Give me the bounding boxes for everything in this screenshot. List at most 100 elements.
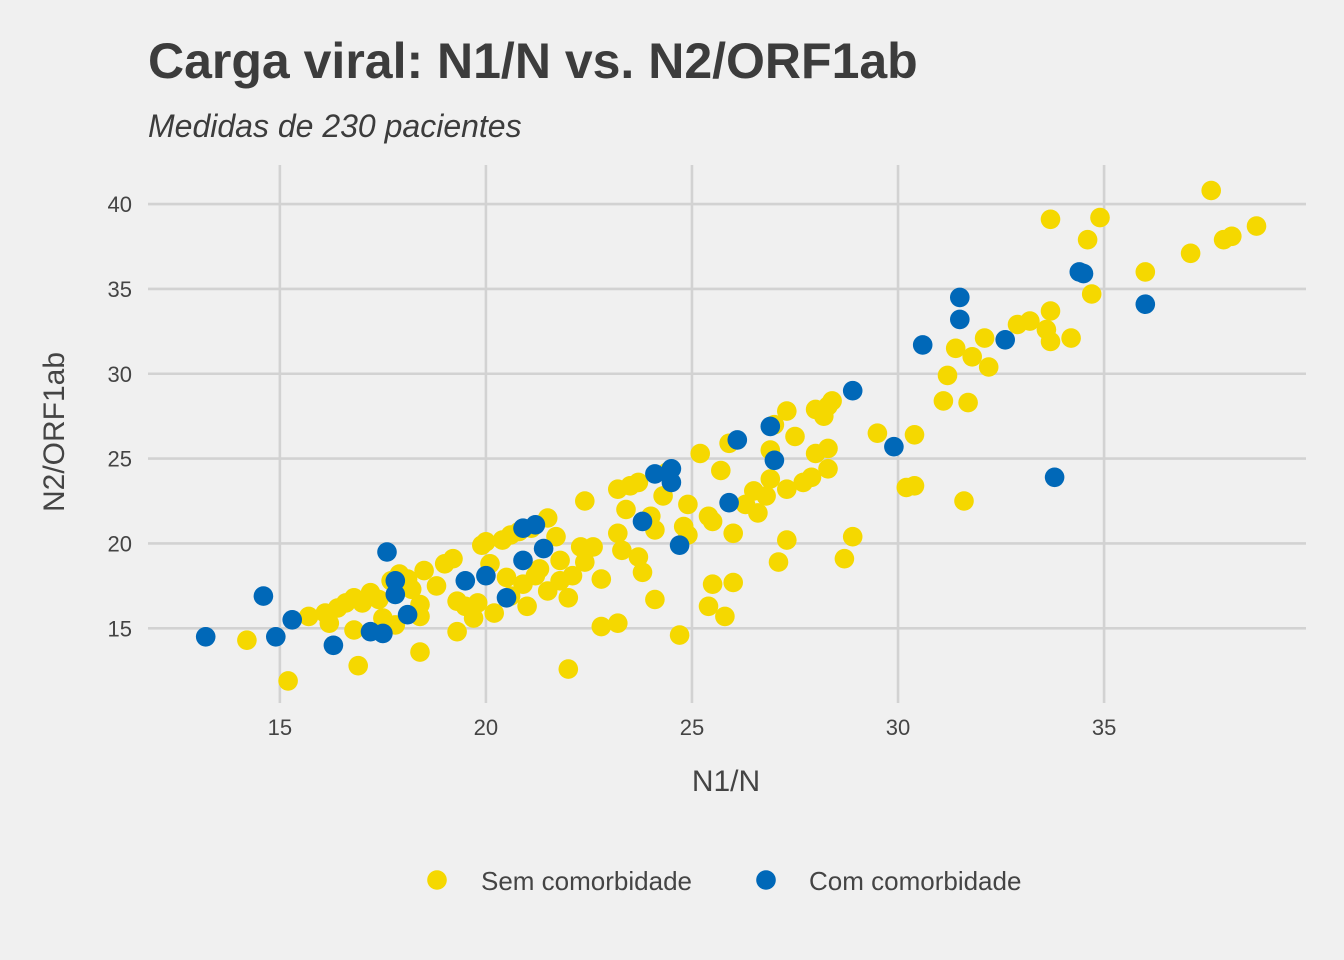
point-sem-comorbidade — [608, 523, 628, 544]
x-tick-label: 25 — [680, 715, 704, 740]
point-com-comorbidade — [884, 436, 904, 457]
point-com-comorbidade — [455, 571, 476, 591]
point-com-comorbidade — [533, 538, 554, 559]
point-com-comorbidade — [760, 416, 781, 437]
point-com-comorbidade — [397, 604, 418, 625]
point-sem-comorbidade — [711, 460, 731, 481]
point-sem-comorbidade — [785, 426, 805, 447]
point-sem-comorbidade — [575, 552, 595, 572]
point-sem-comorbidade — [1201, 180, 1221, 201]
point-sem-comorbidade — [958, 392, 978, 413]
point-com-comorbidade — [669, 535, 690, 555]
point-sem-comorbidade — [1180, 243, 1201, 264]
point-sem-comorbidade — [443, 548, 463, 569]
point-sem-comorbidade — [496, 567, 517, 588]
point-sem-comorbidade — [801, 467, 822, 488]
point-com-comorbidade — [661, 459, 682, 479]
point-sem-comorbidade — [546, 526, 566, 547]
legend-label: Com comorbidade — [809, 866, 1021, 896]
point-sem-comorbidade — [756, 486, 776, 506]
point-com-comorbidade — [513, 550, 533, 571]
legend-marker — [427, 870, 447, 890]
point-sem-comorbidade — [974, 328, 995, 348]
point-sem-comorbidade — [616, 499, 636, 520]
x-tick-label: 20 — [474, 715, 498, 740]
point-sem-comorbidade — [401, 579, 422, 600]
point-com-comorbidade — [661, 472, 682, 493]
point-sem-comorbidade — [1061, 328, 1081, 348]
point-sem-comorbidade — [1040, 209, 1061, 230]
tick-labels: 15 20 25 30 35 15 20 25 30 35 40 — [108, 192, 1117, 740]
point-com-comorbidade — [842, 380, 863, 401]
point-com-comorbidade — [282, 610, 303, 630]
point-sem-comorbidade — [818, 438, 838, 459]
point-sem-comorbidade — [237, 630, 257, 650]
point-com-comorbidade — [1135, 294, 1156, 315]
chart-subtitle: Medidas de 230 pacientes — [148, 108, 522, 144]
point-com-comorbidade — [373, 623, 393, 644]
data-points — [195, 180, 1267, 691]
point-com-comorbidade — [253, 586, 274, 606]
point-sem-comorbidade — [933, 391, 954, 411]
point-sem-comorbidade — [484, 603, 505, 623]
point-sem-comorbidade — [591, 569, 612, 589]
y-axis-label: N2/ORF1ab — [38, 352, 71, 512]
point-com-comorbidade — [950, 309, 970, 330]
point-sem-comorbidade — [344, 620, 364, 640]
legend-label: Sem comorbidade — [481, 866, 692, 896]
legend-marker — [756, 870, 776, 890]
chart-title: Carga viral: N1/N vs. N2/ORF1ab — [148, 33, 918, 89]
point-sem-comorbidade — [702, 511, 723, 532]
point-sem-comorbidade — [669, 625, 690, 645]
point-sem-comorbidade — [1020, 311, 1040, 331]
point-sem-comorbidade — [768, 552, 789, 572]
grid — [148, 165, 1306, 703]
point-com-comorbidade — [266, 627, 286, 647]
y-tick-label: 25 — [108, 447, 132, 472]
y-tick-label: 20 — [108, 531, 132, 556]
point-sem-comorbidade — [978, 357, 999, 377]
y-tick-label: 15 — [108, 616, 132, 641]
point-sem-comorbidade — [954, 491, 974, 511]
point-sem-comorbidade — [777, 530, 797, 550]
point-sem-comorbidade — [426, 576, 447, 596]
point-sem-comorbidade — [562, 565, 583, 586]
point-sem-comorbidade — [1090, 207, 1110, 228]
point-sem-comorbidade — [962, 347, 982, 367]
point-sem-comorbidade — [937, 365, 958, 386]
point-sem-comorbidade — [645, 589, 665, 610]
point-sem-comorbidade — [945, 338, 966, 359]
point-com-comorbidade — [719, 492, 739, 513]
point-sem-comorbidade — [818, 459, 838, 479]
point-sem-comorbidade — [1222, 226, 1242, 247]
point-sem-comorbidade — [463, 608, 484, 628]
point-sem-comorbidade — [678, 494, 698, 515]
point-com-comorbidade — [632, 511, 653, 532]
point-com-comorbidade — [995, 330, 1015, 350]
y-tick-label: 35 — [108, 277, 132, 302]
y-tick-label: 30 — [108, 362, 132, 387]
point-com-comorbidade — [727, 430, 748, 450]
point-sem-comorbidade — [842, 526, 863, 547]
point-com-comorbidade — [385, 571, 406, 591]
point-sem-comorbidade — [575, 491, 595, 511]
point-sem-comorbidade — [777, 479, 797, 500]
point-com-comorbidade — [195, 627, 216, 647]
point-com-comorbidade — [912, 335, 933, 355]
point-sem-comorbidade — [558, 588, 579, 608]
legend: Sem comorbidade Com comorbidade — [427, 866, 1021, 896]
point-sem-comorbidade — [529, 559, 550, 579]
point-sem-comorbidade — [690, 443, 710, 464]
point-sem-comorbidade — [447, 621, 467, 642]
point-sem-comorbidade — [760, 469, 781, 489]
point-sem-comorbidade — [476, 532, 496, 552]
point-sem-comorbidade — [612, 540, 632, 561]
point-sem-comorbidade — [369, 589, 389, 610]
point-sem-comorbidade — [723, 523, 743, 544]
point-sem-comorbidade — [348, 655, 369, 676]
point-sem-comorbidade — [591, 616, 612, 637]
point-com-comorbidade — [950, 287, 970, 308]
point-sem-comorbidade — [723, 572, 743, 593]
point-sem-comorbidade — [628, 472, 649, 493]
